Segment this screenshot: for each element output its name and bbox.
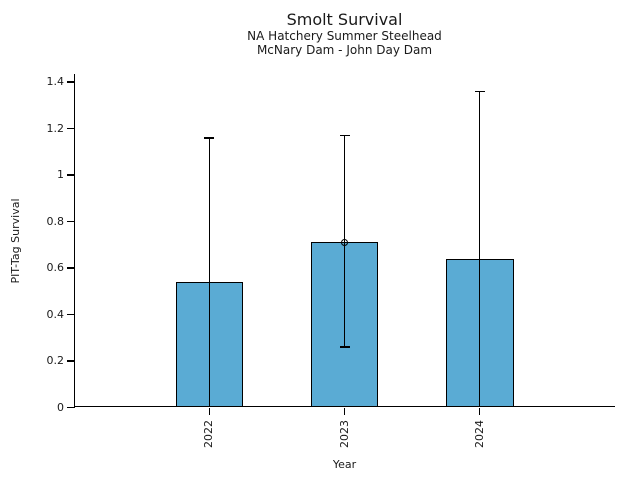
x-tick-label: 2023 <box>337 419 351 448</box>
x-tick-label: 2022 <box>202 419 216 448</box>
x-tick <box>208 407 210 415</box>
x-axis-label: Year <box>332 458 357 471</box>
error-bar-upper-cap <box>339 134 350 137</box>
y-tick <box>67 360 74 362</box>
y-tick <box>67 220 74 223</box>
y-tick-label: 0.8 <box>46 214 65 228</box>
y-tick <box>67 313 74 316</box>
chart-title: Smolt Survival <box>286 10 403 29</box>
y-tick <box>67 174 74 176</box>
y-tick <box>67 267 74 269</box>
y-axis-spine <box>74 74 76 408</box>
chart-header: Smolt Survival NA Hatchery Summer Steelh… <box>74 10 615 58</box>
x-tick <box>479 407 481 415</box>
error-bar-lower-cap <box>339 346 350 348</box>
y-tick-label: 1 <box>57 168 64 182</box>
y-tick <box>67 127 74 130</box>
error-bar-2022 <box>208 137 210 408</box>
plot-area: 0 0.2 0.4 0.6 0.8 1 1.2 1.4 2022 2023 2024 <box>47 74 615 448</box>
error-bar-upper-cap <box>474 90 485 93</box>
y-tick <box>67 406 74 409</box>
y-tick-label: 1.2 <box>46 121 65 135</box>
error-bar-upper-cap <box>204 137 215 139</box>
x-tick <box>343 407 346 415</box>
chart-subtitle-line2: McNary Dam - John Day Dam <box>256 43 433 57</box>
chart-subtitle-line1: NA Hatchery Summer Steelhead <box>247 29 442 43</box>
x-tick-label: 2024 <box>472 419 486 448</box>
y-tick-label: 0.4 <box>46 307 65 321</box>
y-tick-label: 0.6 <box>46 261 65 275</box>
y-tick-label: 0 <box>57 400 64 414</box>
y-tick-label: 1.4 <box>46 75 65 89</box>
y-tick <box>67 81 74 83</box>
open-circle-marker <box>341 238 348 246</box>
error-bar-2024 <box>479 91 481 408</box>
y-tick-label: 0.2 <box>46 354 65 368</box>
